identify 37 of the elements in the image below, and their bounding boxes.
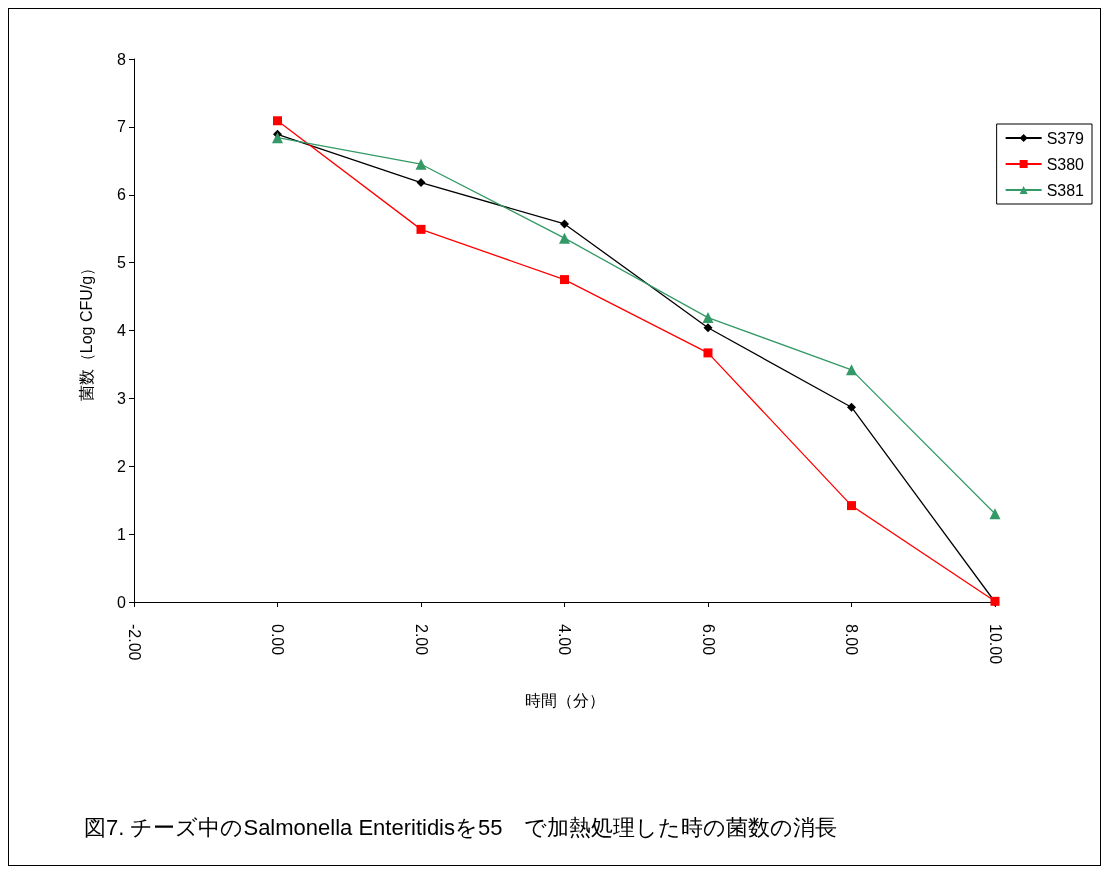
point [415,158,427,170]
x-tick-label: 4.00 [556,624,573,656]
point [702,312,714,324]
point [846,364,857,376]
legend-label: S381 [1046,181,1085,199]
y-tick-label: 6 [117,186,127,204]
point [989,508,1001,520]
point [273,116,282,126]
x-tick-label: 10.00 [986,624,1004,665]
x-tick-label: 2.00 [412,624,430,656]
y-axis-title: 菌数（Log CFU/g） [77,259,95,402]
point [559,232,570,244]
point [560,219,569,229]
y-tick-label: 0 [117,593,127,611]
y-tick-label: 5 [117,254,127,272]
legend-label: S379 [1046,129,1085,147]
point [847,402,856,412]
x-tick-label: 0.00 [269,624,286,656]
y-tick-label: 7 [117,118,127,136]
point [560,275,569,285]
point [847,501,856,511]
y-tick-label: 1 [117,525,127,543]
point [416,224,426,234]
legend-label: S380 [1046,155,1085,173]
point [703,348,713,358]
x-tick-label: 8.00 [843,624,860,656]
point [703,323,713,333]
y-tick-label: 3 [117,389,127,407]
x-axis-title: 時間（分） [524,691,605,709]
x-tick-label: 6.00 [699,624,717,656]
point [416,178,426,188]
y-tick-label: 4 [117,322,127,339]
y-tick-label: 2 [117,457,127,475]
point [272,132,283,144]
y-tick-label: 8 [117,50,127,68]
x-tick-label: -2.00 [125,624,143,661]
text: 図7. チーズ中のSalmonella Enteritidisを55 で加熱処理した時の菌数の消長 [84,814,838,840]
